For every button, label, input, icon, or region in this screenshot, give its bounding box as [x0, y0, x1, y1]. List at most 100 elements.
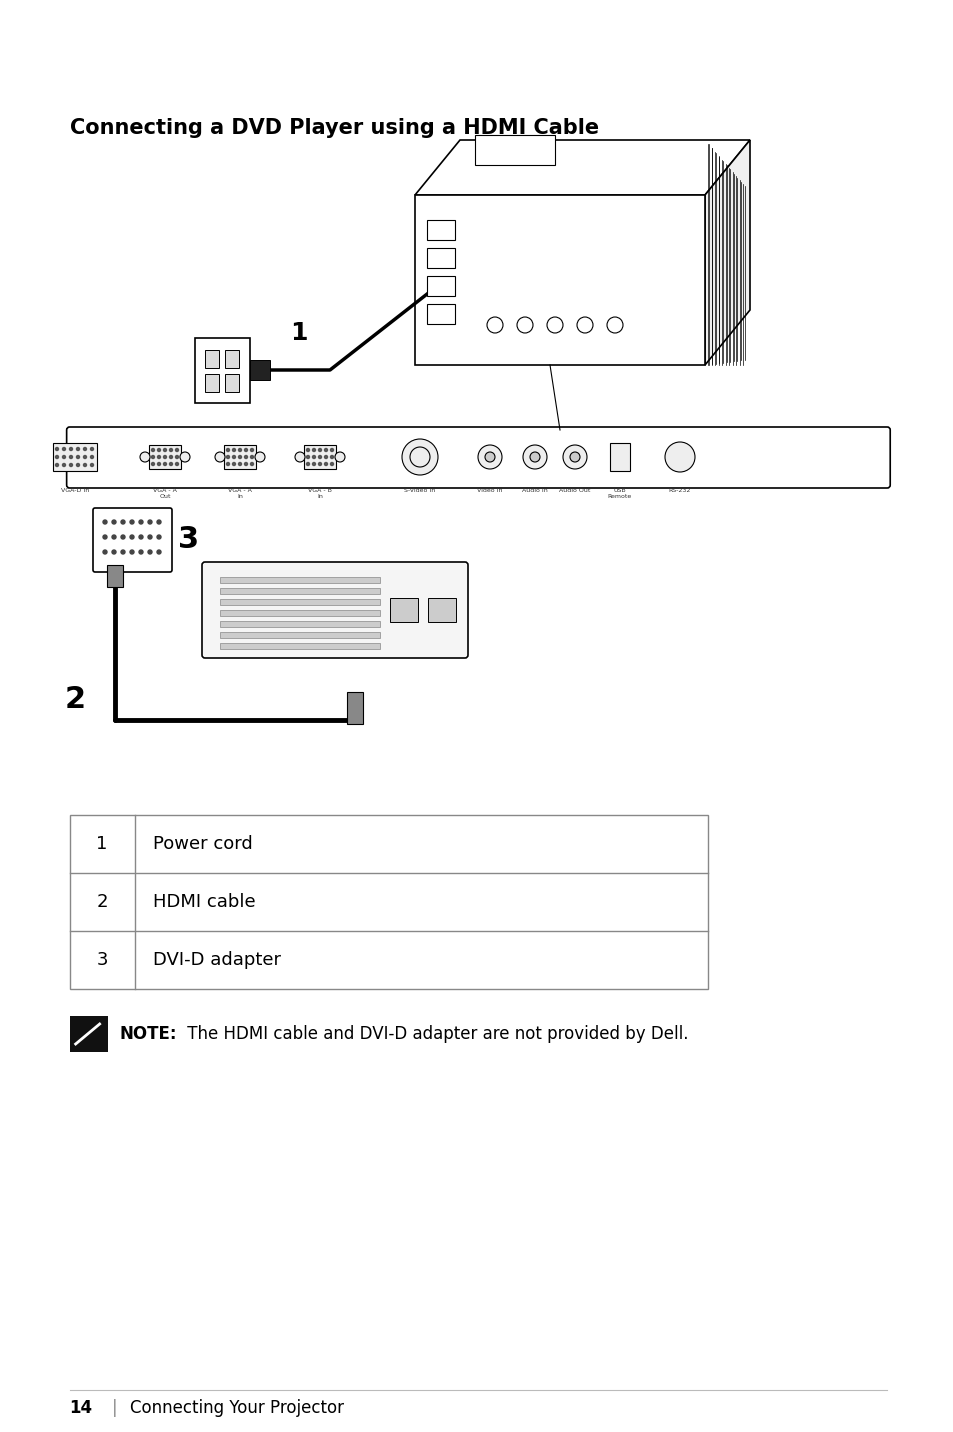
Circle shape [140, 453, 150, 463]
Text: VGA - A
Out: VGA - A Out [152, 488, 176, 498]
Bar [427, 276, 455, 296]
Circle shape [664, 442, 695, 473]
Text: NOTE:: NOTE: [119, 1025, 177, 1042]
Circle shape [163, 463, 167, 465]
Bar [220, 610, 379, 616]
Circle shape [139, 520, 143, 524]
Circle shape [226, 455, 230, 458]
Circle shape [244, 463, 247, 465]
Circle shape [606, 316, 622, 334]
Bar [390, 599, 417, 621]
Circle shape [569, 453, 579, 463]
Circle shape [157, 536, 161, 538]
Text: VGA - A
In: VGA - A In [228, 488, 252, 498]
Circle shape [84, 447, 87, 451]
Circle shape [152, 455, 154, 458]
Circle shape [238, 463, 241, 465]
Text: Video In: Video In [476, 488, 502, 493]
Circle shape [486, 316, 502, 334]
Circle shape [55, 464, 58, 467]
Text: HDMI cable: HDMI cable [152, 894, 255, 911]
Circle shape [244, 448, 247, 451]
Circle shape [522, 445, 546, 470]
Circle shape [130, 520, 133, 524]
Circle shape [238, 448, 241, 451]
Polygon shape [704, 140, 749, 365]
Circle shape [152, 463, 154, 465]
Circle shape [112, 550, 116, 554]
Text: 14: 14 [70, 1399, 92, 1418]
Bar [427, 304, 455, 324]
Text: 2: 2 [65, 686, 86, 715]
Circle shape [91, 447, 93, 451]
Circle shape [157, 520, 161, 524]
Circle shape [55, 447, 58, 451]
Circle shape [294, 453, 305, 463]
Text: 3: 3 [96, 951, 108, 969]
Bar [427, 221, 455, 241]
Circle shape [70, 464, 72, 467]
Bar [53, 442, 97, 471]
Circle shape [251, 463, 253, 465]
Circle shape [70, 455, 72, 458]
Bar [70, 815, 708, 990]
Circle shape [313, 455, 315, 458]
Circle shape [84, 464, 87, 467]
Circle shape [63, 464, 66, 467]
Circle shape [335, 453, 345, 463]
Circle shape [112, 520, 116, 524]
Circle shape [157, 463, 160, 465]
Circle shape [318, 455, 321, 458]
Circle shape [577, 316, 593, 334]
Circle shape [63, 455, 66, 458]
Circle shape [139, 550, 143, 554]
Circle shape [157, 455, 160, 458]
Circle shape [91, 464, 93, 467]
Circle shape [180, 453, 190, 463]
Text: Power cord: Power cord [152, 835, 253, 853]
Text: DVI-D adapter: DVI-D adapter [152, 951, 280, 969]
Circle shape [157, 550, 161, 554]
Text: Audio Out: Audio Out [558, 488, 590, 493]
Bar [250, 359, 270, 379]
Bar [220, 589, 379, 594]
Circle shape [130, 536, 133, 538]
Circle shape [313, 448, 315, 451]
Circle shape [157, 448, 160, 451]
Circle shape [170, 463, 172, 465]
Bar [225, 374, 239, 392]
Circle shape [175, 448, 178, 451]
Circle shape [139, 536, 143, 538]
Circle shape [324, 463, 327, 465]
Bar [224, 445, 255, 470]
Circle shape [517, 316, 533, 334]
Bar [205, 374, 219, 392]
Bar [304, 445, 335, 470]
Circle shape [55, 455, 58, 458]
Bar [415, 195, 704, 365]
Circle shape [401, 440, 437, 475]
Circle shape [330, 463, 334, 465]
FancyBboxPatch shape [67, 427, 889, 488]
FancyBboxPatch shape [202, 561, 468, 657]
Circle shape [63, 447, 66, 451]
Bar [475, 135, 555, 165]
Text: Connecting a DVD Player using a HDMI Cable: Connecting a DVD Player using a HDMI Cab… [70, 117, 598, 137]
Circle shape [148, 536, 152, 538]
Circle shape [76, 447, 79, 451]
Circle shape [477, 445, 501, 470]
Circle shape [152, 448, 154, 451]
Circle shape [103, 520, 107, 524]
Bar [70, 1015, 108, 1053]
Bar [220, 643, 379, 649]
Text: Audio In: Audio In [521, 488, 547, 493]
Text: VGA - B
In: VGA - B In [308, 488, 332, 498]
Bar [220, 621, 379, 627]
Circle shape [103, 550, 107, 554]
Circle shape [76, 464, 79, 467]
Text: 1: 1 [96, 835, 108, 853]
Circle shape [130, 550, 133, 554]
Circle shape [330, 455, 334, 458]
Circle shape [91, 455, 93, 458]
Text: The HDMI cable and DVI-D adapter are not provided by Dell.: The HDMI cable and DVI-D adapter are not… [181, 1025, 687, 1042]
